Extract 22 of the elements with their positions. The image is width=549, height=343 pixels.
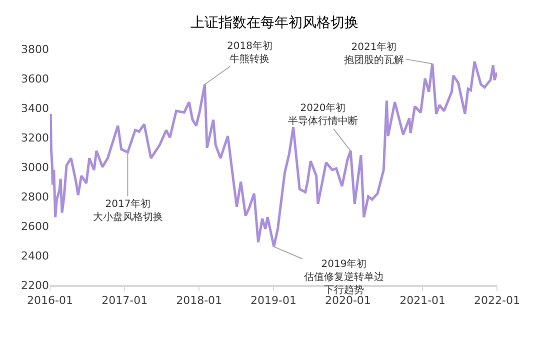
annotation: 2021年初抱团股的瓦解 (344, 41, 404, 66)
y-tick-label: 3000 (21, 160, 49, 174)
x-tick-label: 2022-01 (474, 294, 520, 307)
y-tick-label: 2800 (21, 190, 49, 204)
annotation: 2019年初估值修复逆转单边下行趋势 (304, 258, 384, 296)
y-tick-label: 2600 (21, 220, 49, 233)
x-tick-label: 2019-01 (250, 294, 296, 307)
x-tick-label: 2016-01 (27, 294, 73, 307)
y-tick-label: 3400 (21, 102, 49, 115)
y-tick-label: 2400 (21, 249, 49, 262)
y-tick-label: 3600 (21, 72, 49, 86)
y-tick-label: 3800 (21, 42, 49, 56)
annotation: 2018年初牛熊转换 (227, 40, 272, 65)
y-tick-label: 3200 (21, 131, 49, 144)
x-tick-label: 2017-01 (102, 294, 148, 307)
chart-title: 上证指数在每年初风格切换 (190, 14, 358, 31)
annotation: 2020年初半导体行情中断 (288, 102, 358, 127)
y-tick-label: 2200 (21, 278, 49, 292)
x-tick-label: 2020-01 (324, 294, 371, 307)
annotation: 2017年初大小盘风格切换 (93, 198, 163, 223)
x-tick-label: 2018-01 (176, 294, 222, 307)
x-tick-label: 2021-01 (400, 294, 446, 307)
